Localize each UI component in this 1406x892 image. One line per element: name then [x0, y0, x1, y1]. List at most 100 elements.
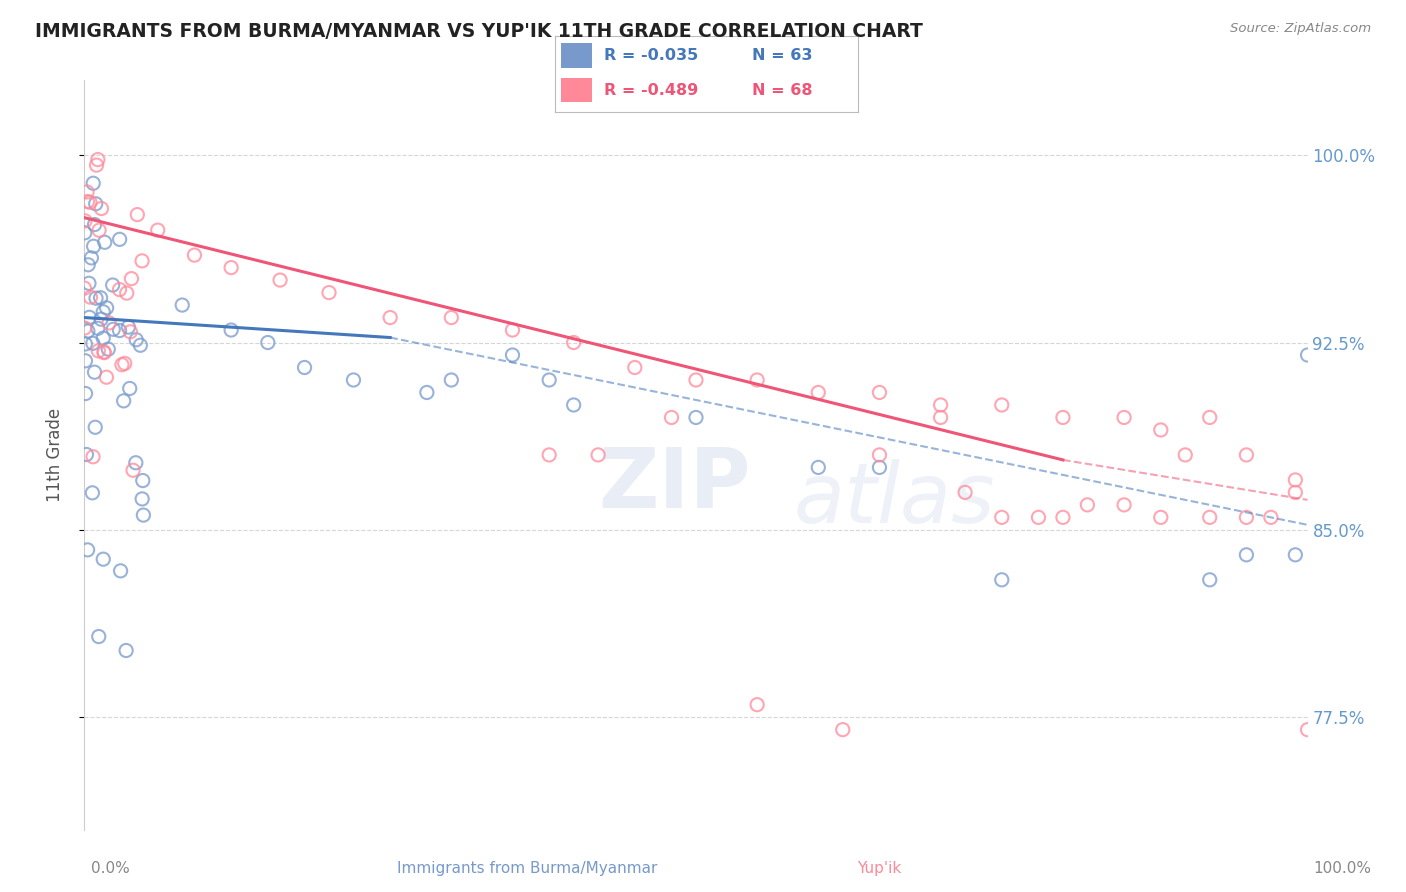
Point — [83, 365, 105, 379]
Point — [108, 324, 131, 338]
Point — [440, 373, 463, 387]
Text: Immigrants from Burma/Myanmar: Immigrants from Burma/Myanmar — [396, 861, 658, 876]
Point — [110, 564, 132, 578]
Point — [87, 630, 110, 644]
Text: ZIP: ZIP — [598, 444, 751, 525]
Point — [101, 278, 124, 293]
Point — [118, 381, 141, 395]
Point — [77, 258, 100, 272]
Point — [111, 358, 134, 372]
Point — [96, 370, 118, 384]
Point — [120, 271, 142, 285]
Point — [269, 273, 291, 287]
Point — [1076, 498, 1098, 512]
Point — [929, 410, 952, 425]
Point — [75, 337, 97, 351]
Bar — [561, 44, 592, 68]
Point — [120, 325, 142, 339]
Point — [122, 463, 145, 477]
Point — [318, 285, 340, 300]
Point — [79, 195, 101, 210]
Point — [586, 448, 609, 462]
Point — [131, 491, 153, 506]
Point — [93, 345, 115, 359]
Point — [1150, 510, 1173, 524]
Point — [84, 196, 107, 211]
Point — [1028, 510, 1050, 524]
Point — [73, 226, 96, 240]
Point — [91, 331, 114, 345]
Point — [82, 176, 104, 190]
Text: R = -0.035: R = -0.035 — [603, 48, 697, 63]
Point — [75, 448, 97, 462]
Text: 0.0%: 0.0% — [91, 861, 131, 876]
Point — [132, 508, 155, 522]
Point — [747, 373, 769, 387]
Point — [73, 321, 96, 335]
Point — [685, 410, 707, 425]
Point — [83, 239, 105, 253]
Text: N = 68: N = 68 — [752, 83, 813, 98]
Point — [1284, 548, 1306, 562]
Point — [75, 353, 97, 368]
Point — [294, 360, 316, 375]
Point — [1198, 410, 1220, 425]
Point — [1198, 573, 1220, 587]
Point — [831, 723, 853, 737]
Point — [807, 385, 830, 400]
Point — [87, 343, 110, 358]
Point — [98, 316, 121, 330]
Text: R = -0.489: R = -0.489 — [603, 83, 697, 98]
Point — [77, 324, 100, 338]
Point — [562, 335, 585, 350]
Point — [76, 185, 98, 199]
Point — [1198, 510, 1220, 524]
Point — [90, 291, 112, 305]
Point — [991, 573, 1014, 587]
Point — [624, 360, 647, 375]
Point — [82, 485, 104, 500]
Point — [1284, 473, 1306, 487]
Point — [1236, 510, 1258, 524]
Point — [115, 643, 138, 657]
Point — [1114, 410, 1136, 425]
Point — [80, 251, 103, 265]
Point — [380, 310, 402, 325]
Point — [502, 348, 524, 362]
Point — [440, 310, 463, 325]
Bar — [561, 78, 592, 103]
Point — [91, 305, 114, 319]
Point — [1296, 348, 1319, 362]
Point — [562, 398, 585, 412]
Point — [84, 420, 107, 434]
Point — [97, 342, 120, 356]
Point — [117, 320, 139, 334]
Point — [112, 393, 135, 408]
Text: Source: ZipAtlas.com: Source: ZipAtlas.com — [1230, 22, 1371, 36]
Point — [103, 322, 125, 336]
Point — [172, 298, 194, 312]
Point — [1052, 510, 1074, 524]
Point — [87, 223, 110, 237]
Point — [83, 218, 105, 232]
Point — [129, 338, 152, 352]
Point — [747, 698, 769, 712]
Point — [953, 485, 976, 500]
Point — [219, 323, 242, 337]
Point — [342, 373, 364, 387]
Point — [1150, 423, 1173, 437]
Point — [127, 208, 149, 222]
Point — [73, 214, 96, 228]
Point — [90, 202, 112, 216]
Point — [125, 456, 148, 470]
Point — [219, 260, 242, 275]
Point — [96, 301, 118, 315]
Point — [869, 385, 891, 400]
Point — [87, 153, 110, 167]
Point — [929, 398, 952, 412]
Point — [991, 398, 1014, 412]
Point — [1236, 448, 1258, 462]
Text: N = 63: N = 63 — [752, 48, 813, 63]
Point — [807, 460, 830, 475]
Point — [86, 158, 108, 172]
